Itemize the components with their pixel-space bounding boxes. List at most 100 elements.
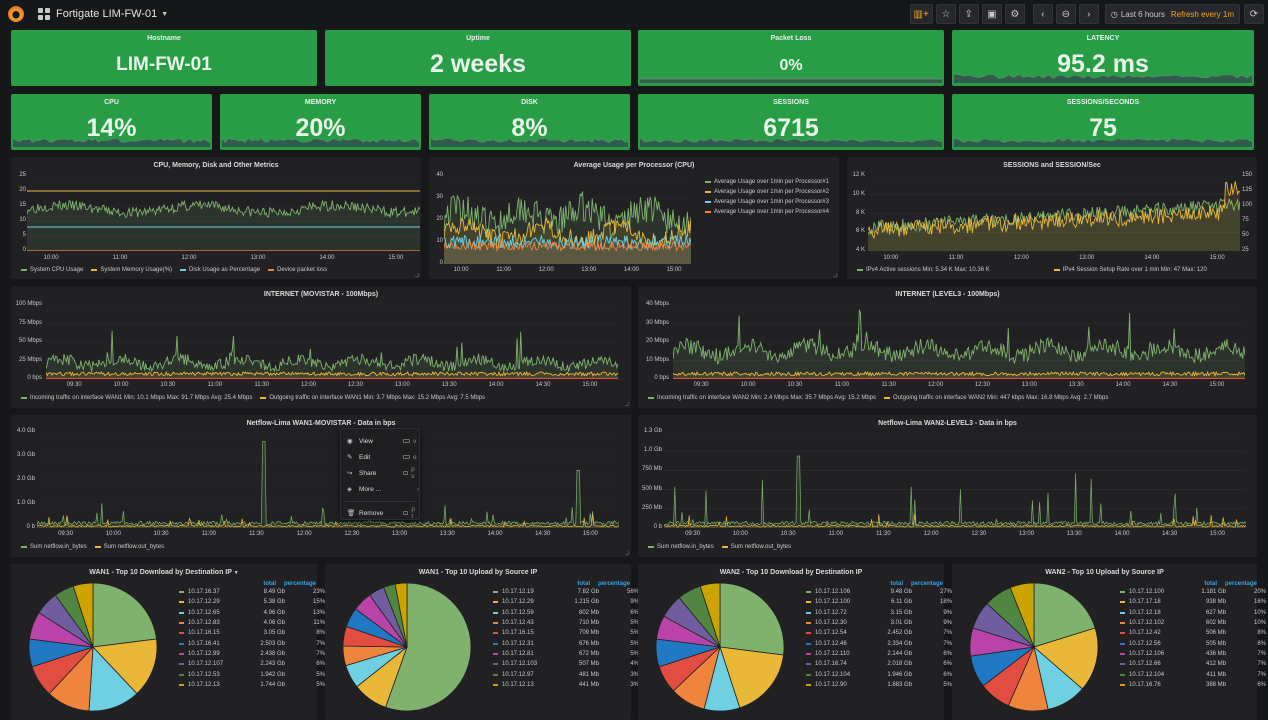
star-button[interactable]: ☆ (935, 4, 956, 24)
table-row[interactable]: 10.17.12.18 627 Mb 10% (1120, 608, 1266, 618)
share-button[interactable]: ⇪ (958, 4, 979, 24)
legend-item[interactable]: Outgoing traffic on interface WAN2 Min: … (884, 395, 1108, 401)
table-row[interactable]: 10.17.16.74 2.018 Gb 6% (806, 659, 952, 669)
pie-chart[interactable] (28, 582, 158, 712)
pie-panel-wan1-download[interactable]: WAN1 - Top 10 Download by Destination IP… (11, 564, 325, 720)
resize-handle[interactable] (625, 402, 629, 406)
graph-panel-sessions[interactable]: SESSIONS and SESSION/Sec 12 K 10 K 8 K 6 K 4… (847, 157, 1257, 279)
column-header-percentage[interactable]: percentage (1224, 581, 1257, 587)
table-row[interactable]: 10.17.12.100 1.181 Gb 20% (1120, 587, 1266, 597)
save-button[interactable]: ▣ (981, 4, 1002, 24)
column-header-percentage[interactable]: percentage (910, 581, 943, 587)
stat-panel-latency[interactable]: LATENCY 95.2 ms (952, 30, 1254, 86)
time-back-button[interactable]: ‹ (1032, 4, 1053, 24)
chevron-down-icon[interactable]: ▼ (233, 570, 239, 576)
table-row[interactable]: 10.17.16.15 3.05 Gb 8% (179, 628, 325, 638)
pie-slice[interactable] (394, 582, 408, 648)
column-header-percentage[interactable]: percentage (283, 581, 316, 587)
legend-item[interactable]: IPv4 Active sessions Min: 5.34 K Max: 10… (857, 267, 990, 273)
table-row[interactable]: 10.17.12.13 1.744 Gb 5% (179, 680, 325, 690)
table-row[interactable]: 10.17.12.43 710 Mb 5% (493, 618, 639, 628)
table-row[interactable]: 10.17.12.97 481 Mb 3% (493, 669, 639, 679)
legend-item[interactable]: Average Usage over 1min per Processor#2 (705, 189, 829, 195)
plot-area[interactable] (664, 432, 1246, 528)
stat-panel-memory[interactable]: MEMORY 20% (220, 94, 421, 150)
table-row[interactable]: 10.17.12.103 507 Mb 4% (493, 659, 639, 669)
pie-slice[interactable] (1009, 582, 1035, 648)
graph-panel-netflow-wan1[interactable]: Netflow-Lima WAN1-MOVISTAR - Data in bps… (11, 415, 631, 557)
table-row[interactable]: 10.17.12.59 802 Mb 6% (493, 608, 639, 618)
plot-area[interactable] (868, 176, 1240, 251)
pie-slice[interactable] (385, 582, 472, 712)
table-row[interactable]: 10.17.16.37 8.49 Gb 23% (179, 587, 325, 597)
pie-chart[interactable] (342, 582, 472, 712)
refresh-button[interactable]: ⟳ (1244, 4, 1264, 24)
stat-panel-packet-loss[interactable]: Packet Loss 0% (638, 30, 944, 86)
dashboard-title[interactable]: Fortigate LIM-FW-01 (56, 8, 158, 20)
table-row[interactable]: 10.17.12.29 1.215 Gb 9% (493, 597, 639, 607)
pie-slice[interactable] (72, 582, 94, 648)
column-header-total[interactable]: total (263, 581, 276, 587)
pie-slice[interactable] (699, 582, 721, 648)
pie-panel-wan2-upload[interactable]: WAN2 - Top 10 Upload by Source IP total p… (952, 564, 1266, 720)
table-row[interactable]: 10.17.12.104 411 Mb 7% (1120, 669, 1266, 679)
resize-handle[interactable] (415, 273, 419, 277)
column-header-percentage[interactable]: percentage (597, 581, 630, 587)
graph-panel-metrics[interactable]: CPU, Memory, Disk and Other Metrics 25 20… (11, 157, 421, 279)
table-row[interactable]: 10.17.12.83 4.06 Gb 11% (179, 618, 325, 628)
table-row[interactable]: 10.17.12.100 6.11 Gb 18% (806, 597, 952, 607)
stat-panel-uptime[interactable]: Uptime 2 weeks (325, 30, 631, 86)
table-row[interactable]: 10.17.12.65 4.96 Gb 13% (179, 608, 325, 618)
table-row[interactable]: 10.17.12.90 1.883 Gb 5% (806, 680, 952, 690)
stat-panel-disk[interactable]: DISK 8% (429, 94, 630, 150)
column-header-total[interactable]: total (1204, 581, 1217, 587)
settings-button[interactable]: ⚙ (1004, 4, 1025, 24)
table-row[interactable]: 10.17.12.102 602 Mb 10% (1120, 618, 1266, 628)
stat-panel-sessions[interactable]: SESSIONS 6715 (638, 94, 944, 150)
menu-item-more[interactable]: ◈ More ... › (347, 483, 419, 495)
table-row[interactable]: 10.17.12.30 3.01 Gb 9% (806, 618, 952, 628)
menu-item-edit[interactable]: ✎ Edit e (347, 451, 417, 463)
stat-panel-hostname[interactable]: Hostname LIM-FW-01 (11, 30, 317, 86)
table-row[interactable]: 10.17.12.13 441 Mb 3% (493, 680, 639, 690)
legend-item[interactable]: Device packet loss (268, 267, 327, 273)
table-row[interactable]: 10.17.16.41 2.503 Gb 7% (179, 638, 325, 648)
dashboards-grid-icon[interactable] (38, 8, 50, 20)
pie-panel-wan1-upload[interactable]: WAN1 - Top 10 Upload by Source IP total p… (325, 564, 639, 720)
table-row[interactable]: 10.17.12.56 505 Mb 8% (1120, 638, 1266, 648)
pie-slice[interactable] (92, 582, 157, 648)
legend-item[interactable]: IPv4 Session Setup Rate over 1 min Min: … (1053, 267, 1207, 273)
table-row[interactable]: 10.17.12.19 7.82 Gb 56% (493, 587, 639, 597)
menu-item-view[interactable]: ◉ View v (347, 435, 416, 447)
table-row[interactable]: 10.17.12.42 506 Mb 8% (1120, 628, 1266, 638)
legend-item[interactable]: Outgoing traffic on interface WAN1 Min: … (260, 395, 485, 401)
legend-item[interactable]: Sum netflow.out_bytes (721, 544, 791, 550)
add-panel-button[interactable]: ▥+ (909, 4, 933, 24)
graph-panel-cpu[interactable]: Average Usage per Processor (CPU) 40 30 20… (429, 157, 839, 279)
plot-area[interactable] (673, 305, 1245, 379)
legend-item[interactable]: Sum netflow.in_bytes (648, 544, 714, 550)
table-row[interactable]: 10.17.12.99 2.438 Gb 7% (179, 649, 325, 659)
legend-item[interactable]: Average Usage over 1min per Processor#1 (705, 179, 829, 185)
grafana-logo-icon[interactable] (8, 6, 24, 22)
stat-panel-sessions-per-second[interactable]: SESSIONS/SECONDS 75 (952, 94, 1254, 150)
pie-slice[interactable] (92, 638, 158, 695)
table-row[interactable]: 10.17.12.81 672 Mb 5% (493, 649, 639, 659)
table-row[interactable]: 10.17.16.76 388 Mb 6% (1120, 680, 1266, 690)
legend-item[interactable]: Sum netflow.out_bytes (94, 544, 164, 550)
graph-panel-internet-movistar[interactable]: INTERNET (MOVISTAR - 100Mbps) 100 Mbps 75… (11, 286, 631, 408)
chevron-down-icon[interactable]: ▼ (161, 10, 169, 18)
table-row[interactable]: 10.17.12.107 2.243 Gb 6% (179, 659, 325, 669)
table-row[interactable]: 10.17.12.110 2.144 Gb 6% (806, 649, 952, 659)
table-row[interactable]: 10.17.12.54 2.452 Gb 7% (806, 628, 952, 638)
pie-chart[interactable] (655, 582, 785, 712)
pie-slice[interactable] (719, 646, 784, 709)
plot-area[interactable] (46, 305, 618, 379)
table-row[interactable]: 10.17.12.46 2.334 Gb 7% (806, 638, 952, 648)
time-picker[interactable]: ◷ Last 6 hours Refresh every 1m (1104, 4, 1240, 24)
time-forward-button[interactable]: › (1078, 4, 1099, 24)
stat-panel-cpu[interactable]: CPU 14% (11, 94, 212, 150)
plot-area[interactable] (37, 432, 619, 528)
graph-panel-netflow-wan2[interactable]: Netflow-Lima WAN2-LEVEL3 - Data in bps 1… (638, 415, 1257, 557)
table-row[interactable]: 10.17.16.15 709 Mb 5% (493, 628, 639, 638)
